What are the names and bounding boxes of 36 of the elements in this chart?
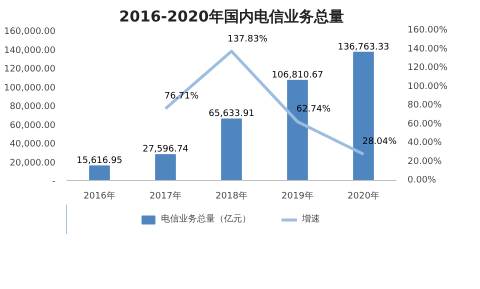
data-label: 15,616.95 bbox=[76, 156, 122, 166]
x-tick-label: 2017年 bbox=[150, 190, 182, 202]
y-tick-label: - bbox=[52, 177, 56, 187]
y-tick-label: 120,000.00 bbox=[4, 64, 56, 74]
y-tick-label: 160,000.00 bbox=[4, 27, 56, 37]
y2-tick-label: 60.00% bbox=[408, 119, 442, 130]
y2-tick-label: 120.00% bbox=[408, 63, 448, 73]
legend-label: 增速 bbox=[302, 213, 321, 226]
data-label: 65,633.91 bbox=[208, 108, 254, 119]
y2-tick-label: 100.00% bbox=[408, 82, 448, 92]
y2-tick-label: 20.00% bbox=[408, 156, 442, 167]
y2-tick-label: 80.00% bbox=[408, 100, 442, 110]
x-tick-label: 2018年 bbox=[216, 190, 248, 202]
bar bbox=[221, 118, 242, 180]
y-tick-label: 100,000.00 bbox=[4, 83, 56, 94]
y-tick-label: 140,000.00 bbox=[4, 46, 56, 56]
bar bbox=[89, 165, 110, 180]
y2-tick-label: 0.00% bbox=[408, 176, 437, 186]
data-label: 76.71% bbox=[164, 92, 200, 102]
x-tick-label: 2020年 bbox=[348, 190, 380, 202]
data-label: 106,810.67 bbox=[272, 70, 324, 80]
legend-label: 电信业务总量（亿元） bbox=[161, 213, 251, 226]
bar bbox=[155, 154, 176, 180]
y-tick-label: 40,000.00 bbox=[10, 140, 56, 150]
y2-tick-label: 40.00% bbox=[408, 138, 442, 148]
y2-tick-label: 160.00% bbox=[408, 26, 448, 36]
data-label: 137.83% bbox=[227, 34, 268, 44]
x-tick-label: 2016年 bbox=[84, 190, 116, 202]
y-tick-label: 80,000.00 bbox=[10, 102, 56, 112]
y-tick-label: 20,000.00 bbox=[10, 158, 56, 168]
chart-title: 2016-2020年国内电信业务总量 bbox=[119, 8, 344, 26]
data-label: 27,596.74 bbox=[142, 144, 189, 155]
data-label: 136,763.33 bbox=[338, 42, 390, 52]
y-tick-label: 60,000.00 bbox=[10, 120, 56, 131]
x-tick-label: 2019年 bbox=[282, 190, 314, 202]
y2-tick-label: 140.00% bbox=[408, 44, 448, 54]
